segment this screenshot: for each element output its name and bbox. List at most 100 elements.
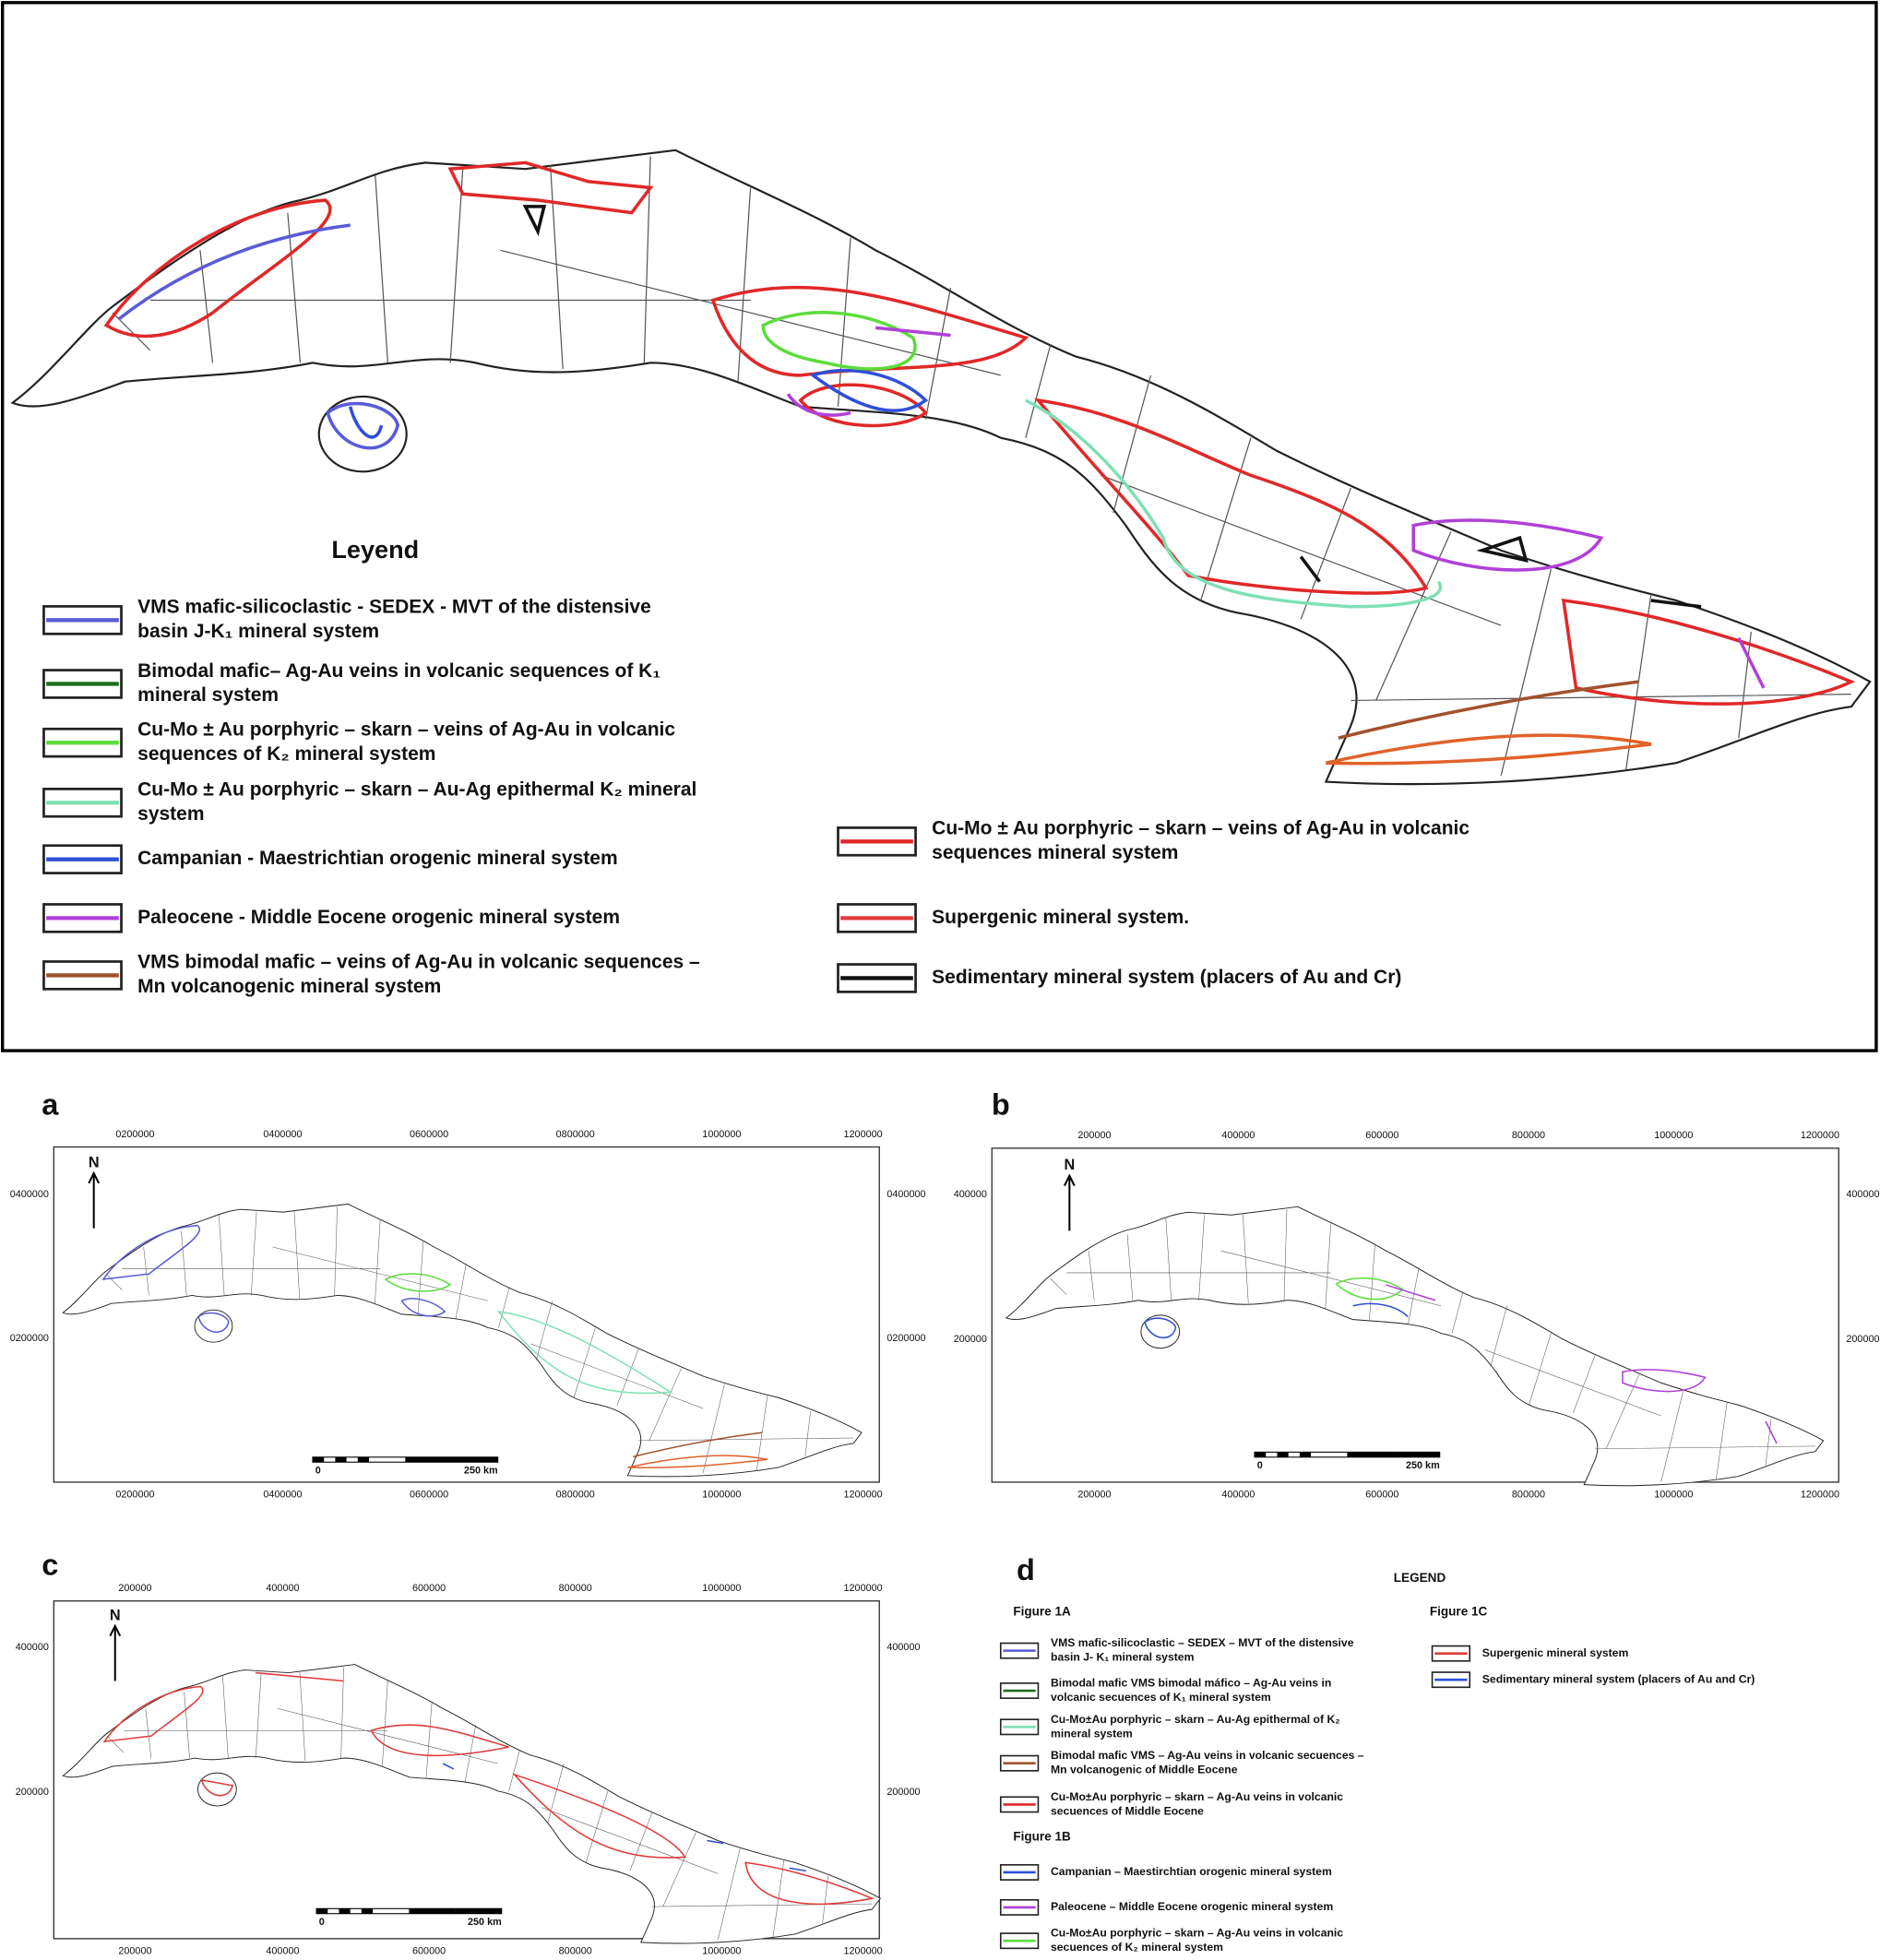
x-tick-label: 1000000 xyxy=(702,1129,741,1140)
y-tick-label: 0200000 xyxy=(886,1333,925,1344)
y-tick-label: 400000 xyxy=(954,1189,987,1200)
panel-c-map xyxy=(62,1664,881,1944)
north-arrowhead xyxy=(88,1170,101,1184)
x-tick-label: 600000 xyxy=(1365,1130,1398,1141)
legend-title: LEGEND xyxy=(1394,1571,1446,1585)
x-tick-label: 1200000 xyxy=(844,1129,883,1140)
north-arrowhead xyxy=(109,1623,122,1637)
x-tick-label: 0600000 xyxy=(410,1129,448,1140)
legend-label: Cu-Mo±Au porphyric – skarn – Ag-Au veins… xyxy=(1051,1927,1343,1940)
x-tick-label: 1200000 xyxy=(844,1489,883,1500)
y-tick-label: 200000 xyxy=(1846,1334,1879,1345)
legend-label: Mn volcanogenic mineral system xyxy=(137,976,441,997)
scale-bar-segment xyxy=(339,1908,351,1914)
north-label: N xyxy=(89,1154,100,1170)
legend-label: mineral system xyxy=(137,684,279,706)
legend-label: Bimodal mafic VMS – Ag-Au veins in volca… xyxy=(1051,1749,1364,1762)
legend-label: Supergenic mineral system xyxy=(1482,1646,1629,1659)
scale-label: 0 xyxy=(1257,1460,1263,1471)
x-tick-label: 1000000 xyxy=(702,1945,741,1956)
y-tick-label: 0400000 xyxy=(10,1189,49,1200)
legend-label: basin J- K₁ mineral system xyxy=(1051,1651,1195,1664)
annotations: Leyend VMS mafic-silicoclastic - SEDEX - … xyxy=(10,535,1880,1956)
legend-label: Bimodal mafic– Ag-Au veins in volcanic s… xyxy=(137,660,660,682)
panel-label: b xyxy=(992,1088,1010,1122)
legend-label: Cu-Mo±Au porphyric – skarn – Au-Ag epith… xyxy=(1051,1713,1340,1726)
x-tick-label: 0400000 xyxy=(263,1489,302,1500)
legend-label: Bimodal mafic VMS bimodal máfico – Ag-Au… xyxy=(1051,1676,1331,1689)
y-tick-label: 400000 xyxy=(1846,1189,1879,1200)
x-tick-label: 400000 xyxy=(266,1945,299,1956)
panel-label: a xyxy=(42,1088,59,1122)
scale-bar-segment xyxy=(451,1456,498,1463)
scale-bar-segment xyxy=(405,1456,452,1463)
panel-frame xyxy=(53,1600,880,1940)
legend-label: secuences of K₂ mineral system xyxy=(1051,1941,1223,1954)
scale-bar-segment xyxy=(312,1456,325,1463)
x-tick-label: 400000 xyxy=(1221,1489,1255,1500)
scale-bar-segment xyxy=(335,1456,347,1463)
legend-label: Sedimentary mineral system (placers of A… xyxy=(932,967,1401,988)
scale-bar-segment xyxy=(1277,1452,1289,1457)
x-tick-label: 1200000 xyxy=(1801,1489,1839,1500)
panel-b-map xyxy=(1005,1206,1825,1487)
scale-bar-segment xyxy=(357,1456,370,1463)
scale-label: 250 km xyxy=(464,1466,498,1477)
x-tick-label: 400000 xyxy=(1221,1130,1255,1141)
scale-bar-segment xyxy=(455,1908,502,1914)
x-tick-label: 0600000 xyxy=(410,1489,448,1500)
x-tick-label: 0800000 xyxy=(556,1129,595,1140)
scale-label: 250 km xyxy=(468,1917,502,1928)
legend-label: Cu-Mo ± Au porphyric – skarn – veins of … xyxy=(137,719,675,741)
legend-label: Cu-Mo±Au porphyric – skarn – Ag-Au veins… xyxy=(1051,1790,1343,1803)
scale-label: 250 km xyxy=(1406,1460,1440,1471)
legend-label: Campanian – Maestirchtian orogenic miner… xyxy=(1051,1865,1332,1878)
scale-bar-segment xyxy=(1299,1452,1312,1457)
y-tick-label: 400000 xyxy=(16,1642,49,1653)
panel-frame xyxy=(991,1147,1839,1483)
legend-group-title: Figure 1C xyxy=(1430,1605,1488,1619)
x-tick-label: 1000000 xyxy=(1654,1489,1693,1500)
x-tick-label: 800000 xyxy=(559,1583,592,1594)
y-tick-label: 400000 xyxy=(886,1642,920,1653)
y-tick-label: 200000 xyxy=(886,1787,920,1798)
legend-title: Leyend xyxy=(331,535,419,564)
scale-label: 0 xyxy=(315,1466,321,1477)
legend-label: sequences mineral system xyxy=(932,842,1178,863)
x-tick-label: 1200000 xyxy=(844,1945,883,1956)
north-arrowhead xyxy=(1064,1173,1076,1187)
x-tick-label: 0400000 xyxy=(263,1129,302,1140)
panel-frame xyxy=(53,1146,880,1483)
north-label: N xyxy=(1064,1157,1075,1173)
legend-label: Mn volcanogenic of Middle Eocene xyxy=(1051,1764,1238,1776)
x-tick-label: 0800000 xyxy=(556,1489,595,1500)
x-tick-label: 200000 xyxy=(1077,1130,1111,1141)
legend-label: system xyxy=(137,803,204,825)
legend-label: secuences of Middle Eocene xyxy=(1051,1804,1204,1817)
x-tick-label: 200000 xyxy=(1077,1489,1111,1500)
main-frame xyxy=(1,1,1878,1052)
legend-label: Supergenic mineral system. xyxy=(932,907,1189,928)
y-tick-label: 0200000 xyxy=(10,1333,49,1344)
x-tick-label: 1000000 xyxy=(702,1583,741,1594)
scale-bar-segment xyxy=(361,1908,374,1914)
legend-label: Campanian - Maestrichtian orogenic miner… xyxy=(137,848,618,869)
x-tick-label: 800000 xyxy=(559,1945,592,1956)
legend-label: VMS mafic-silicoclastic - SEDEX - MVT of… xyxy=(137,597,651,618)
legend-label: Paleocene - Middle Eocene orogenic miner… xyxy=(137,907,620,928)
north-label: N xyxy=(110,1607,121,1623)
panel-label: d xyxy=(1017,1553,1035,1586)
legend-label: Cu-Mo ± Au porphyric – skarn – veins of … xyxy=(932,818,1469,839)
scale-bar-segment xyxy=(409,1908,456,1914)
scale-bar-segment xyxy=(1347,1452,1394,1457)
legend-group-title: Figure 1B xyxy=(1013,1830,1071,1844)
x-tick-label: 800000 xyxy=(1512,1130,1545,1141)
y-tick-label: 200000 xyxy=(954,1334,987,1345)
x-tick-label: 200000 xyxy=(118,1583,151,1594)
legend-label: mineral system xyxy=(1051,1727,1133,1740)
x-tick-label: 1200000 xyxy=(844,1583,883,1594)
scale-label: 0 xyxy=(319,1917,325,1928)
x-tick-label: 1000000 xyxy=(1654,1130,1693,1141)
x-tick-label: 1200000 xyxy=(1801,1130,1839,1141)
